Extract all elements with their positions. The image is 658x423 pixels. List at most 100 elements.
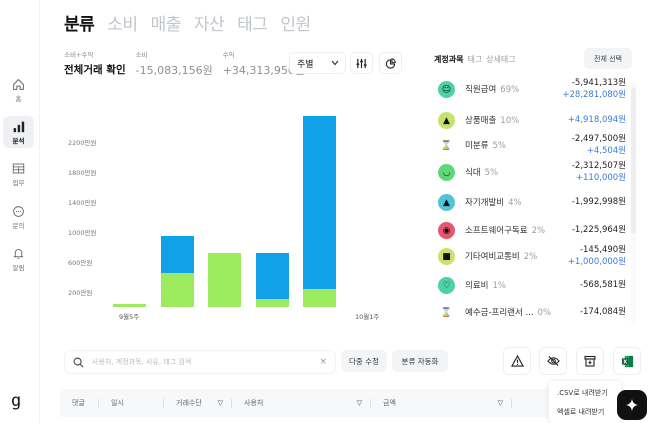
col-payment-label: 거래수단 (176, 399, 202, 407)
col-comment[interactable]: 댓글 (60, 389, 98, 417)
archive-button[interactable] (576, 347, 604, 375)
category-name: 의료비 1% (465, 281, 506, 291)
chat-icon (13, 205, 24, 217)
filter-icon[interactable]: ▽ (497, 399, 503, 407)
tab-people[interactable]: 인원 (280, 15, 311, 35)
bar-segment-income (303, 115, 336, 289)
category-row[interactable]: ⌛ 미분류 5% -2,497,500원 +4,504원 (434, 134, 630, 160)
pie-chart-button[interactable] (379, 52, 402, 74)
category-icon: ♡ (438, 277, 455, 294)
x-label-start: 9월5주 (119, 313, 140, 321)
category-row[interactable]: ♡ 의료비 1% -568,581원 (434, 273, 630, 299)
col-divider (163, 398, 164, 408)
category-icon: ☺ (438, 81, 455, 98)
chart-bar[interactable] (255, 253, 289, 307)
sidebar-item-tasks[interactable]: 업무 (3, 158, 34, 190)
category-icon: ⌛ (440, 307, 453, 318)
chart-bar[interactable] (208, 253, 241, 307)
summary-income[interactable]: 수익 +34,313,950원 (223, 49, 305, 78)
amount-negative: -145,490원 (579, 245, 626, 255)
category-row[interactable]: ■ 기타여비교통비 2% -145,490원 +1,000,000원 (434, 245, 630, 271)
tab-detail-tag[interactable]: 상세태그 (486, 55, 516, 64)
col-divider (370, 398, 371, 408)
tab-tag[interactable]: 태그 (467, 55, 483, 64)
category-row[interactable]: ▲ 자기개발비 4% -1,992,998원 (434, 190, 630, 216)
bulk-edit-button[interactable]: 다중 수정 (341, 350, 387, 372)
scroll-thumb[interactable] (631, 88, 636, 233)
clear-search-button[interactable]: × (319, 357, 327, 367)
archive-icon (584, 355, 596, 367)
tab-classification[interactable]: 분류 (64, 15, 95, 35)
auto-classify-button[interactable]: 분류 자동화 (392, 350, 448, 372)
search-input[interactable] (92, 358, 320, 366)
tab-account[interactable]: 계정과목 (434, 55, 464, 64)
filter-icon[interactable]: ▽ (217, 399, 223, 407)
ai-assistant-button[interactable] (617, 390, 647, 420)
amount-negative: -1,992,998원 (571, 197, 626, 207)
col-divider (98, 398, 99, 408)
tab-sales[interactable]: 매출 (150, 15, 182, 35)
category-amount: +4,918,094원 (568, 113, 626, 125)
home-icon (13, 78, 24, 90)
category-row[interactable]: ☺ 직원급여 69% -5,941,313원 +28,281,080원 (434, 78, 630, 104)
summary-spend[interactable]: 소비 -15,083,156원 (136, 49, 213, 78)
category-row[interactable]: ◡ 식대 5% -2,312,507원 +110,000원 (434, 161, 630, 187)
sidebar-item-inquiry[interactable]: 문의 (3, 201, 34, 233)
category-name: 직원급여 69% (465, 85, 520, 95)
category-percent: 1% (492, 281, 506, 291)
category-amount: -1,992,998원 (572, 195, 626, 207)
col-merchant[interactable]: 사용처 ▽ (232, 389, 370, 417)
filter-icon[interactable]: ▽ (356, 399, 362, 407)
category-icon: ⌛ (440, 140, 453, 151)
warning-button[interactable] (503, 347, 531, 375)
category-name: 식대 5% (465, 168, 499, 178)
excel-icon: X (621, 355, 633, 367)
summary-total[interactable]: 소비+수익 전체거래 확인 (64, 49, 126, 78)
col-payment-method[interactable]: 거래수단 ▽ (164, 389, 231, 417)
category-amount: -2,312,507원 +110,000원 (572, 159, 626, 183)
hide-button[interactable] (539, 347, 567, 375)
category-icon: ◉ (438, 222, 455, 239)
warning-icon (510, 355, 524, 367)
amount-positive: +4,918,094원 (567, 115, 626, 125)
sidebar-item-home[interactable]: 홈 (3, 74, 34, 106)
category-scrollbar[interactable] (631, 82, 636, 322)
category-row[interactable]: ▲ 상품매출 10% +4,918,094원 (434, 108, 630, 134)
col-amount[interactable]: 금액 ▽ (371, 389, 511, 417)
sidebar-item-analysis[interactable]: 분석 (3, 116, 34, 148)
category-icon: ◡ (438, 164, 455, 181)
col-datetime[interactable]: 일시 (99, 389, 163, 417)
select-all-button[interactable]: 전체 선택 (584, 48, 632, 69)
category-name: 상품매출 10% (465, 116, 520, 126)
export-csv-item[interactable]: .CSV로 내려받기 (557, 389, 608, 397)
tab-spend[interactable]: 소비 (107, 15, 138, 35)
amount-negative: -1,225,964원 (571, 225, 626, 235)
category-amount: -2,497,500원 +4,504원 (572, 132, 626, 156)
sidebar-item-alerts[interactable]: 알림 (3, 243, 34, 275)
sidebar: 홈 분석 업무 문의 알림 g (0, 0, 40, 423)
chart-bar[interactable] (160, 235, 194, 307)
tab-tags[interactable]: 태그 (237, 15, 268, 35)
table-header: 댓글 일시 거래수단 ▽ 사용처 ▽ 금액 ▽ (60, 389, 548, 417)
category-row[interactable]: ⌛ 예수금-프리랜서 ... 0% -174,084원 (434, 300, 630, 326)
chart-bar[interactable] (113, 304, 146, 307)
category-percent: 2% (523, 252, 538, 262)
summary-income-label: 수익 (222, 51, 235, 59)
tab-assets[interactable]: 자산 (193, 15, 225, 35)
app-logo[interactable]: g (11, 391, 22, 411)
period-select[interactable]: 주별 (289, 52, 346, 74)
amount-positive: +4,504원 (586, 146, 626, 156)
summary-total-label: 소비+수익 (64, 51, 94, 59)
chart-bar[interactable] (303, 115, 336, 307)
excel-export-button[interactable]: X (613, 347, 641, 375)
chart-filter-button[interactable] (350, 52, 373, 74)
bar-segment-income (160, 235, 194, 274)
export-excel-item[interactable]: 엑셀로 내려받기 (557, 408, 605, 416)
y-tick-1400: 1400만원 (68, 199, 97, 207)
bar-segment-spend (113, 304, 146, 307)
category-row[interactable]: ◉ 소프트웨어구독료 2% -1,225,964원 (434, 218, 630, 244)
amount-negative: -2,312,507원 (571, 161, 626, 171)
amount-negative: -174,084원 (579, 307, 626, 317)
amount-negative: -5,941,313원 (571, 78, 626, 88)
right-panel-tabs: 계정과목 태그 상세태그 (434, 54, 516, 65)
